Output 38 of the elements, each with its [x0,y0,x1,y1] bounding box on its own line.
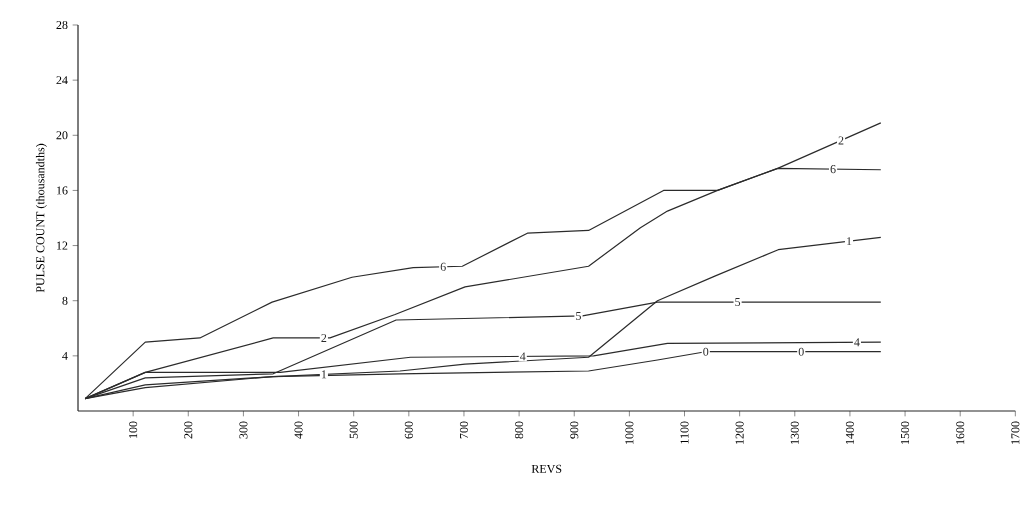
y-tick-label: 24 [56,76,68,85]
x-tick-label: 900 [570,421,579,439]
x-tick-label: 1300 [790,421,799,444]
x-tick-label: 1500 [901,421,910,444]
y-tick-label: 28 [56,20,68,30]
x-tick-label: 800 [515,421,524,439]
x-tick-label: 1100 [680,421,689,444]
x-tick-label: 500 [349,421,358,439]
x-tick-label: 1600 [956,421,965,444]
x-tick-label: 600 [404,421,413,439]
x-tick-label: 1400 [845,421,854,444]
series-label: 5 [576,311,581,320]
x-tick-label: 100 [129,421,138,438]
x-tick-label: 1000 [625,421,634,444]
series-label: 4 [854,338,860,347]
x-axis-title: REVS [531,464,562,473]
series-label: 0 [703,347,709,356]
text: 4 [519,352,526,361]
series-label: 2 [321,333,327,342]
y-tick-label: 12 [57,241,68,250]
y-axis-title: PULSE COUNT (thousandths) [35,143,47,293]
y-tick-label: 8 [62,296,68,305]
text: 2 [838,136,844,145]
y-tick-label: 4 [62,351,68,360]
text: 0 [798,347,804,356]
y-tick-label: 20 [56,131,68,140]
x-tick-label: 400 [294,421,303,439]
x-tick-label: 700 [459,421,469,439]
x-tick-label: 1700 [1011,421,1020,444]
x-tick-label: 300 [239,421,248,439]
text: 5 [735,298,741,307]
series-label: 1 [321,370,327,379]
x-tick-label: 200 [184,421,193,439]
text: 1 [847,237,852,246]
y-tick-label: 16 [57,186,68,195]
series-label: 6 [830,165,836,174]
x-tick-label: 1200 [735,421,744,444]
text: 6 [440,262,446,271]
